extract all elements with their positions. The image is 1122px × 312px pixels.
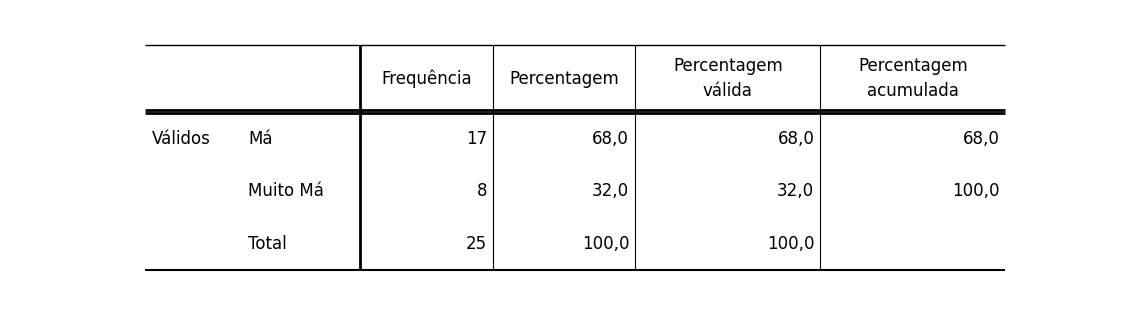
Text: Frequência: Frequência	[381, 69, 472, 88]
Text: 68,0: 68,0	[778, 130, 815, 148]
Text: 68,0: 68,0	[963, 130, 1000, 148]
Text: 32,0: 32,0	[592, 183, 629, 200]
Text: 100,0: 100,0	[766, 235, 815, 253]
Text: 68,0: 68,0	[592, 130, 629, 148]
Text: Percentagem: Percentagem	[509, 70, 619, 88]
Text: 17: 17	[466, 130, 487, 148]
Text: 100,0: 100,0	[951, 183, 1000, 200]
Text: Má: Má	[248, 130, 273, 148]
Text: Muito Má: Muito Má	[248, 183, 324, 200]
Text: Válidos: Válidos	[151, 130, 211, 148]
Text: 8: 8	[477, 183, 487, 200]
Text: 25: 25	[466, 235, 487, 253]
Text: Total: Total	[248, 235, 287, 253]
Text: 32,0: 32,0	[778, 183, 815, 200]
Text: 100,0: 100,0	[581, 235, 629, 253]
Text: Percentagem
válida: Percentagem válida	[673, 57, 783, 100]
Text: Percentagem
acumulada: Percentagem acumulada	[858, 57, 968, 100]
